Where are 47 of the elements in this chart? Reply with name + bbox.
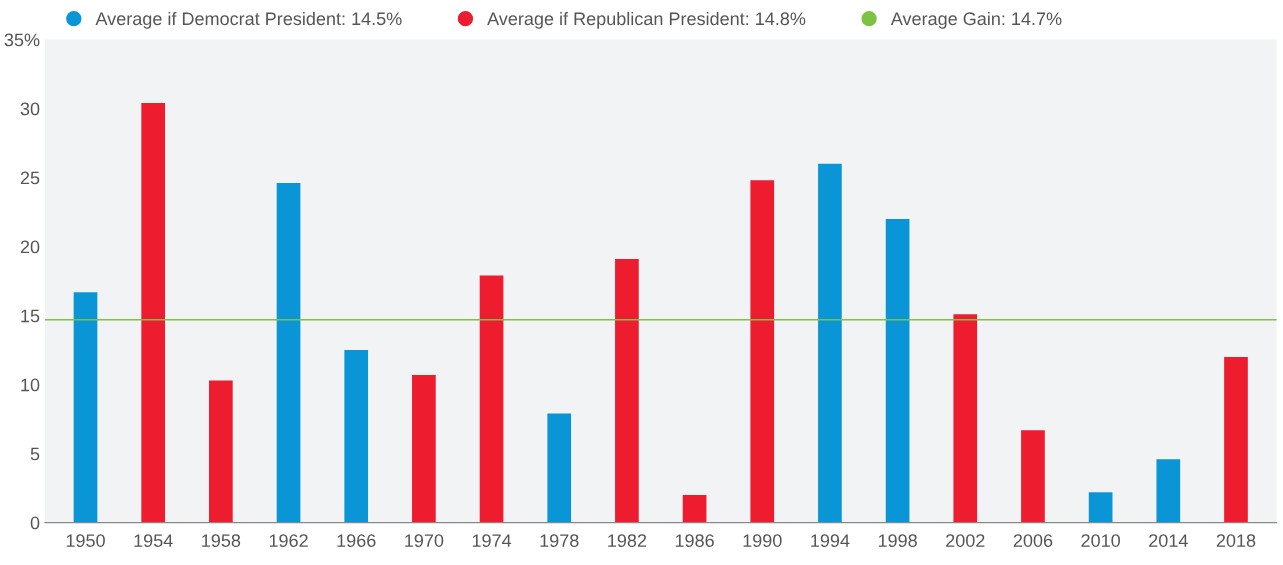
bar xyxy=(1088,492,1113,523)
y-tick-label: 15 xyxy=(21,309,40,323)
x-tick-label: 2002 xyxy=(946,534,985,547)
x-tick-label: 1998 xyxy=(878,534,917,547)
bar xyxy=(953,314,978,523)
legend-label: Average if Democrat President: 14.5% xyxy=(95,11,402,29)
x-tick-label: 2018 xyxy=(1216,534,1256,547)
x-tick-label: 1994 xyxy=(811,534,850,547)
x-tick-label: 1958 xyxy=(202,534,241,547)
x-tick-label: 1982 xyxy=(608,534,647,547)
bar xyxy=(1021,430,1045,523)
bar xyxy=(547,413,572,523)
x-tick-label: 1954 xyxy=(134,534,173,547)
bar xyxy=(344,350,369,523)
bar xyxy=(1224,357,1248,523)
bar xyxy=(141,103,166,523)
y-tick-label: 35% xyxy=(4,33,40,47)
x-tick-label: 1966 xyxy=(337,534,376,547)
y-tick-label: 25 xyxy=(20,171,40,185)
x-tick-label: 1950 xyxy=(66,534,105,547)
bar xyxy=(412,374,436,523)
bar xyxy=(750,180,775,523)
x-tick-label: 1962 xyxy=(269,534,308,547)
y-tick-label: 5 xyxy=(30,447,40,461)
x-tick-label: 1970 xyxy=(405,534,444,547)
legend-label: Average Gain: 14.7% xyxy=(890,11,1062,29)
y-tick-label: 0 xyxy=(30,516,40,530)
bar xyxy=(276,183,301,523)
bar xyxy=(73,292,98,523)
bar xyxy=(885,218,910,523)
x-tick-label: 1974 xyxy=(472,534,512,547)
bar xyxy=(615,259,639,523)
bar xyxy=(1156,459,1181,523)
bar xyxy=(818,163,842,523)
bar xyxy=(209,380,233,523)
y-tick-label: 30 xyxy=(20,102,40,116)
x-tick-label: 2014 xyxy=(1149,534,1188,547)
legend-label: Average if Republican President: 14.8% xyxy=(487,11,806,29)
bar xyxy=(682,495,707,523)
x-tick-label: 1986 xyxy=(675,534,714,547)
x-tick-label: 1990 xyxy=(743,534,782,547)
x-tick-label: 2006 xyxy=(1013,534,1053,547)
bar xyxy=(479,275,504,523)
x-tick-label: 1978 xyxy=(540,534,579,547)
y-tick-label: 20 xyxy=(20,240,40,254)
x-tick-label: 2010 xyxy=(1081,534,1121,547)
y-tick-label: 10 xyxy=(21,378,40,392)
